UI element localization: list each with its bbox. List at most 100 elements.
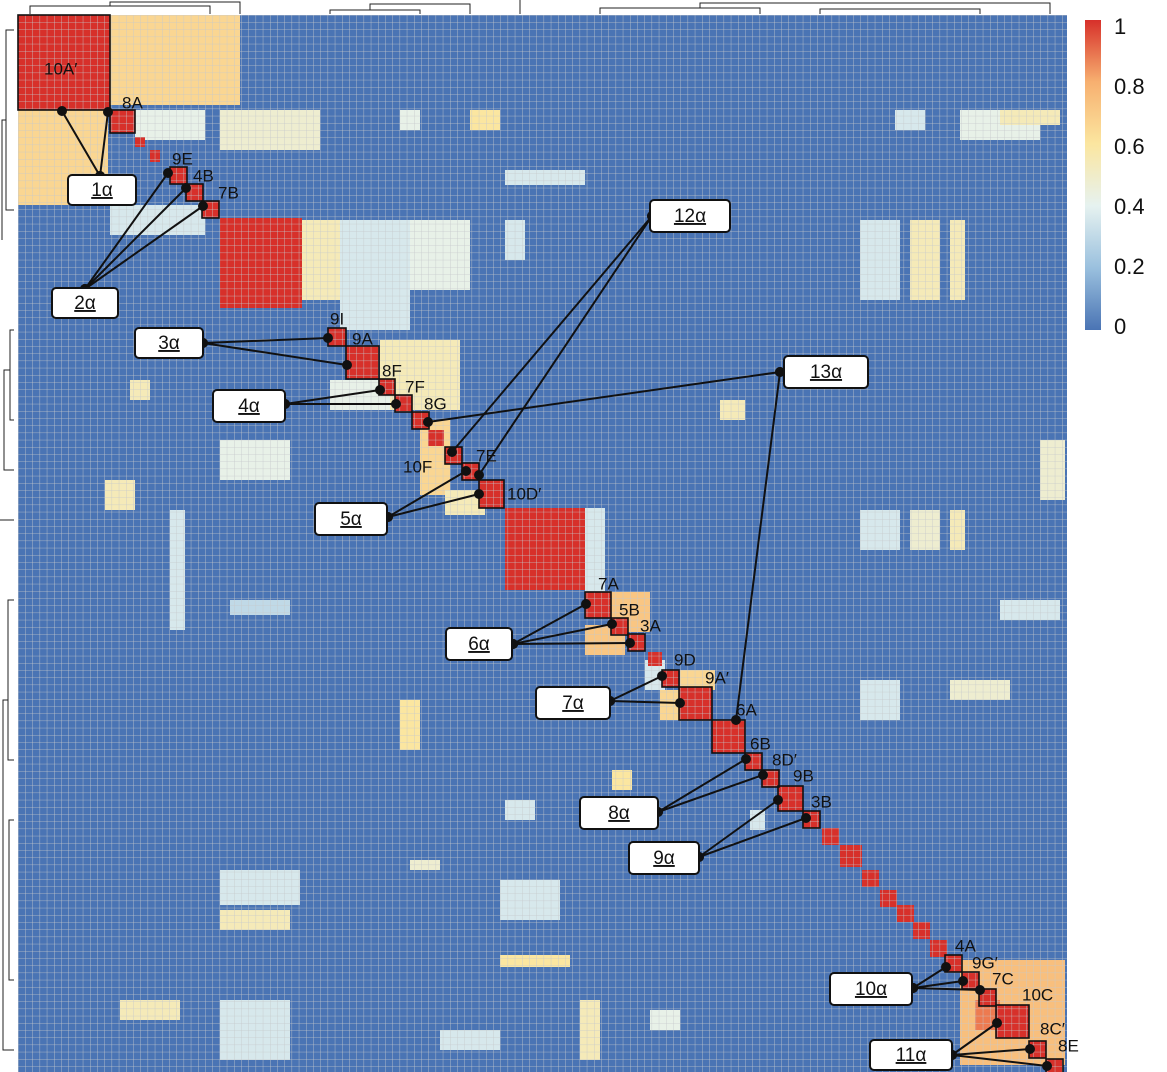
offdiag-cell-51 [410, 860, 440, 870]
block-label-7a: 7A [598, 574, 619, 593]
block-outline-7c [978, 988, 997, 1007]
offdiag-cell-47 [400, 700, 420, 750]
link-7a-1 [609, 700, 681, 704]
offdiag-cell-54 [220, 1000, 290, 1060]
link-dot-1a-1 [103, 107, 113, 117]
link-11a-2 [951, 1054, 1048, 1067]
link-dot-10a-2 [975, 985, 985, 995]
link-dot-11a-0 [992, 1018, 1002, 1028]
block-label-7f: 7F [405, 377, 425, 396]
block-label-9a: 9A [352, 329, 373, 348]
link-2a-1 [84, 187, 187, 290]
block-8a [110, 110, 135, 133]
link-12a-1 [478, 215, 653, 476]
block-outline-6a [711, 719, 746, 754]
group-box-13a [783, 355, 869, 389]
diagonal-cell-4 [428, 430, 444, 446]
block-label-6b: 6B [750, 734, 771, 753]
link-dot-10a-0 [941, 962, 951, 972]
link-dot-11a-1 [1025, 1044, 1035, 1054]
offdiag-cell-44 [105, 480, 135, 510]
offdiag-cell-32 [500, 955, 570, 967]
link-1a-0 [61, 110, 101, 177]
link-dot-9a-0 [773, 795, 783, 805]
offdiag-cell-37 [1000, 110, 1060, 125]
link-6a-0 [512, 603, 587, 645]
link-2a-2 [84, 205, 204, 290]
link-5a-1 [387, 493, 480, 518]
offdiag-cell-41 [750, 810, 765, 830]
block-label-9d: 9D [674, 650, 696, 669]
top-dendrogram [29, 0, 1051, 14]
link-11a-0 [951, 1022, 998, 1056]
block-label-8e: 8E [1058, 1036, 1079, 1055]
offdiag-cell-45 [170, 510, 185, 630]
offdiag-cell-26 [910, 220, 940, 300]
link-10a-2 [912, 987, 981, 991]
link-dot-7a-0 [657, 671, 667, 681]
link-dot-11a-2 [1042, 1061, 1052, 1071]
link-6a-1 [512, 623, 613, 645]
offdiag-cell-42 [130, 380, 150, 400]
diagonal-cell-0 [220, 218, 302, 308]
link-dot-2a-2 [198, 201, 208, 211]
colorbar-tick-0-6: 0.6 [1114, 134, 1145, 159]
link-9a-1 [698, 817, 807, 858]
offdiag-cell-8 [505, 220, 525, 260]
group-box-4a [212, 389, 286, 423]
offdiag-cell-23 [910, 510, 940, 550]
link-13a-1 [735, 371, 781, 721]
link-dot-2a-1 [181, 183, 191, 193]
link-7a-0 [609, 675, 663, 702]
diagonal-cell-1 [505, 508, 585, 590]
block-6a [712, 720, 745, 753]
left-dendrogram [0, 29, 14, 1051]
diagonal-cell-9 [880, 890, 897, 907]
colorbar-gradient [1085, 20, 1101, 330]
block-label-6a: 6A [736, 700, 757, 719]
offdiag-cell-25 [860, 220, 900, 300]
offdiag-cell-27 [950, 220, 965, 300]
diagonal-cell-11 [913, 922, 930, 939]
group-label-8a: 8α [608, 803, 630, 824]
group-box-12a [649, 199, 731, 233]
offdiag-cell-33 [860, 680, 900, 720]
block-label-8g: 8G [424, 394, 447, 413]
link-4a-0 [284, 389, 381, 405]
offdiag-cell-4 [110, 205, 205, 235]
offdiag-cell-24 [950, 510, 965, 550]
offdiag-cell-38 [720, 400, 745, 420]
colorbar-tick-0-2: 0.2 [1114, 254, 1145, 279]
offdiag-cell-22 [860, 510, 900, 550]
colorbar-tick-0: 0 [1114, 314, 1126, 339]
offdiag-cell-30 [220, 910, 290, 930]
link-dot-4a-0 [375, 385, 385, 395]
link-dot-2a-0 [163, 168, 173, 178]
link-3a-1 [202, 342, 348, 366]
link-5a-0 [387, 470, 467, 518]
block-9e [170, 167, 187, 184]
group-label-12a: 12α [674, 206, 706, 227]
link-dot-3a-0 [323, 333, 333, 343]
block-label-3b: 3B [811, 792, 832, 811]
offdiag-cell-46 [1000, 600, 1060, 620]
link-dot-8a-0 [741, 754, 751, 764]
block-label-8cp: 8C′ [1040, 1019, 1065, 1038]
offdiag-cell-31 [500, 880, 560, 920]
group-box-11a [869, 1039, 953, 1071]
link-2a-0 [84, 172, 169, 290]
colorbar-tick-0-8: 0.8 [1114, 74, 1145, 99]
link-dot-5a-0 [461, 466, 471, 476]
group-label-13a: 13α [810, 362, 842, 383]
offdiag-cell-40 [400, 110, 420, 130]
group-label-1a: 1α [91, 180, 113, 201]
group-label-2a: 2α [74, 293, 96, 314]
block-label-10ap: 10A′ [44, 59, 77, 78]
group-box-9a [628, 841, 700, 875]
offdiag-cell-43 [1040, 440, 1065, 500]
link-dot-3a-1 [342, 360, 352, 370]
block-label-7b: 7B [218, 183, 239, 202]
link-dot-6a-1 [607, 619, 617, 629]
group-box-3a [134, 327, 204, 359]
